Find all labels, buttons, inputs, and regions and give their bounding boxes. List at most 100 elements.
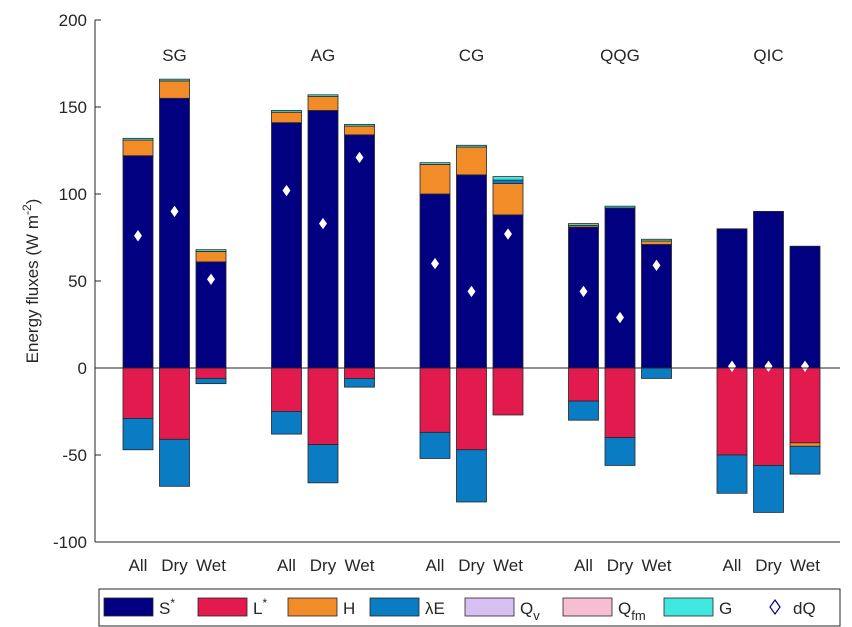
x-tick-label: All [129, 556, 148, 575]
legend-label-sup: * [262, 596, 267, 610]
y-tick-label: 0 [78, 359, 87, 378]
bar-QIC-Dry [753, 210, 784, 513]
bar-segment-h [271, 111, 302, 124]
bar-segment-h [195, 251, 227, 263]
y-tick-label: -50 [62, 446, 87, 465]
legend-label-main: Q [618, 599, 631, 618]
group-title: QIC [753, 46, 783, 65]
dq-marker [504, 228, 512, 240]
bar-segment-lambda-e [307, 444, 339, 484]
x-tick-label: Dry [755, 556, 782, 575]
bar-segment-l-star [271, 367, 302, 412]
group-title: CG [459, 46, 485, 65]
legend-item-g: G [663, 597, 732, 618]
bar-segment-lambda-e [122, 418, 154, 451]
bar-segment-lambda-e [344, 378, 375, 388]
bar-AG-Wet [344, 124, 375, 388]
x-tick-label: Dry [310, 556, 337, 575]
x-tick-label: Wet [345, 556, 375, 575]
bar-segment-h [789, 442, 821, 447]
legend-swatch [197, 597, 248, 617]
bar-QQG-Dry [604, 205, 636, 466]
y-tick-label: 150 [59, 98, 87, 117]
group-title: QQG [600, 46, 640, 65]
legend-label: dQ [793, 599, 816, 618]
bar-segment-lambda-e [456, 449, 487, 503]
bar-segment-s-star [307, 110, 339, 369]
legend-label-sub: fm [631, 608, 645, 623]
dq-marker [207, 273, 215, 285]
bar-segment-l-star [122, 367, 154, 419]
legend-label: L* [253, 596, 267, 618]
dq-marker [728, 360, 736, 372]
bar-segment-lambda-e [271, 411, 302, 435]
bar-segment-s-star [604, 207, 636, 369]
legend-label-main: λE [425, 599, 445, 618]
bar-segment-g [604, 205, 636, 209]
dq-marker [431, 257, 439, 270]
bar-AG-All [271, 110, 302, 435]
bar-QIC-Wet [789, 245, 821, 475]
bar-segment-lambda-e [604, 437, 636, 466]
dq-marker [467, 285, 476, 298]
bar-segment-s-star [122, 155, 154, 369]
bar-segment-g [641, 238, 672, 242]
legend-item-qfm: Qfm [562, 597, 646, 623]
bar-segment-g [419, 162, 451, 165]
bar-segment-h [159, 80, 190, 99]
bar-segment-lambda-e [195, 378, 227, 385]
bar-segment-h [419, 164, 451, 195]
bar-SG-Dry [159, 78, 190, 487]
bar-segment-lambda-e [641, 367, 672, 379]
bar-segment-h [492, 183, 524, 216]
legend-swatch [464, 597, 515, 617]
bar-segment-h [307, 96, 339, 111]
legend-label-main: L [253, 599, 262, 618]
bar-segment-s-star [271, 122, 302, 369]
dq-marker [282, 184, 291, 197]
bar-segment-lambda-e [419, 431, 451, 459]
x-tick-label: All [574, 556, 593, 575]
bar-segment-g [122, 137, 154, 141]
bar-QIC-All [716, 228, 748, 494]
legend-label-main: S [159, 599, 170, 618]
x-tick-label: All [277, 556, 296, 575]
x-tick-label: All [723, 556, 742, 575]
bar-segment-s-star [456, 174, 487, 369]
dq-marker [319, 217, 327, 230]
bar-segment-l-star [604, 367, 636, 438]
bar-CG-Dry [456, 144, 487, 503]
legend-label: Qfm [618, 599, 646, 623]
dq-marker [579, 285, 588, 298]
legend-label-main: Q [520, 599, 533, 618]
legend-label-main: G [719, 599, 732, 618]
y-axis-title-main: Energy fluxes (W m [23, 215, 42, 363]
bar-segment-lambda-e [753, 465, 784, 513]
bar-segment-l-star [753, 367, 784, 466]
bar-segment-g [271, 110, 302, 113]
bar-segment-l-star [419, 367, 451, 433]
y-axis-title-sup: -2 [20, 204, 34, 215]
y-ticks: -100 -50 0 50 100 150 200 [53, 11, 101, 552]
bar-segment-lambda-e [789, 445, 821, 475]
group-title: SG [162, 46, 187, 65]
legend-item-le: λE [369, 597, 445, 618]
bar-segment-h [456, 146, 487, 176]
legend-item-qv: Qv [464, 597, 540, 623]
legend-swatch [103, 597, 154, 617]
legend-item-l: L* [197, 596, 267, 618]
dq-marker [801, 360, 809, 372]
legend-label: S* [159, 596, 175, 618]
x-tick-label: Wet [196, 556, 226, 575]
y-tick-label: 50 [68, 272, 87, 291]
bar-segment-s-star [159, 97, 190, 369]
legend-label-sup: * [170, 596, 175, 610]
y-tick-label: 200 [59, 11, 87, 30]
x-tick-label: Dry [161, 556, 188, 575]
bar-QQG-All [568, 223, 599, 421]
dq-marker [355, 151, 364, 164]
bar-segment-s-star [789, 245, 821, 369]
legend-label: G [719, 599, 732, 618]
x-tick-label: Wet [642, 556, 672, 575]
